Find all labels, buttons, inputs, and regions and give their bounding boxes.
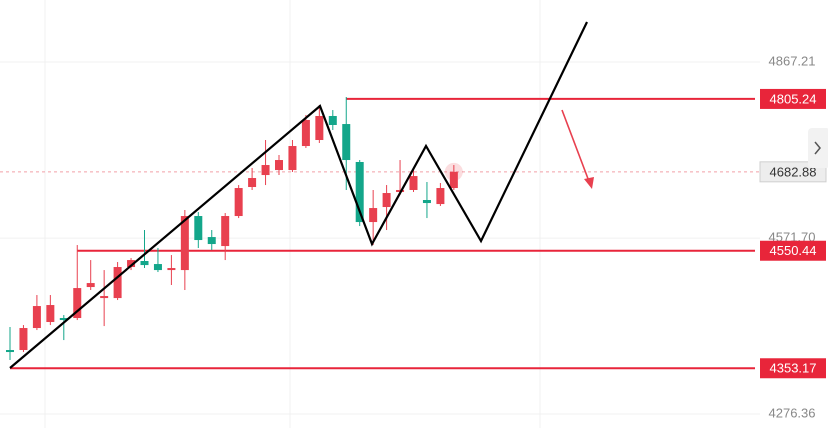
candle-body: [422, 199, 431, 204]
candle-body: [32, 306, 41, 329]
candle-body: [301, 119, 310, 147]
candle-body: [261, 165, 270, 176]
arrow-head: [584, 177, 594, 189]
candle-body: [409, 176, 418, 190]
candle-body: [46, 305, 55, 323]
candle-body: [369, 208, 378, 223]
candle-body: [59, 318, 68, 321]
candle-body: [234, 188, 243, 217]
candle-body: [207, 237, 216, 245]
candle-body: [127, 260, 136, 268]
candle-body: [328, 115, 337, 125]
candle-body: [355, 161, 364, 223]
candle-body: [342, 124, 351, 161]
last-price-label: 4682.88: [770, 164, 817, 179]
candle-body: [86, 283, 95, 288]
candle-body: [221, 216, 230, 247]
candle-body: [153, 264, 162, 271]
candle-body: [19, 328, 28, 351]
level-label-box: [760, 240, 826, 261]
levels: [0, 97, 760, 370]
pattern-drawing: [9, 21, 588, 369]
candles: [6, 96, 463, 361]
candle-body: [6, 350, 14, 353]
candle-body: [382, 193, 391, 208]
candle-body: [248, 178, 257, 188]
candle-body: [436, 188, 445, 205]
candle-body: [180, 216, 189, 271]
candle-body: [113, 267, 122, 299]
chevron-icon: [814, 141, 821, 155]
candle-body: [449, 171, 458, 189]
scroll-button[interactable]: [808, 128, 828, 168]
candle-body: [73, 288, 82, 319]
last-candle-glow: [444, 162, 463, 181]
y-tick-label: 4276.36: [769, 405, 816, 420]
candle-body: [275, 160, 283, 171]
level-label-box: [760, 358, 826, 379]
scroll-button-bg[interactable]: [808, 128, 828, 168]
candle-body: [167, 268, 176, 271]
price-axis: 4867.214571.704276.364805.244550.444353.…: [759, 53, 827, 420]
level-label: 4353.17: [770, 361, 817, 376]
candle-body: [315, 115, 324, 141]
level-label-box: [760, 88, 826, 109]
candle-body: [100, 296, 109, 299]
level-label: 4805.24: [770, 91, 817, 106]
candle-body: [194, 216, 203, 241]
grid: [0, 0, 760, 428]
level-label: 4550.44: [770, 243, 817, 258]
candle-body: [140, 261, 149, 266]
candle-body: [288, 146, 297, 171]
arrow-shaft: [561, 109, 591, 185]
y-tick-label: 4867.21: [769, 53, 816, 68]
